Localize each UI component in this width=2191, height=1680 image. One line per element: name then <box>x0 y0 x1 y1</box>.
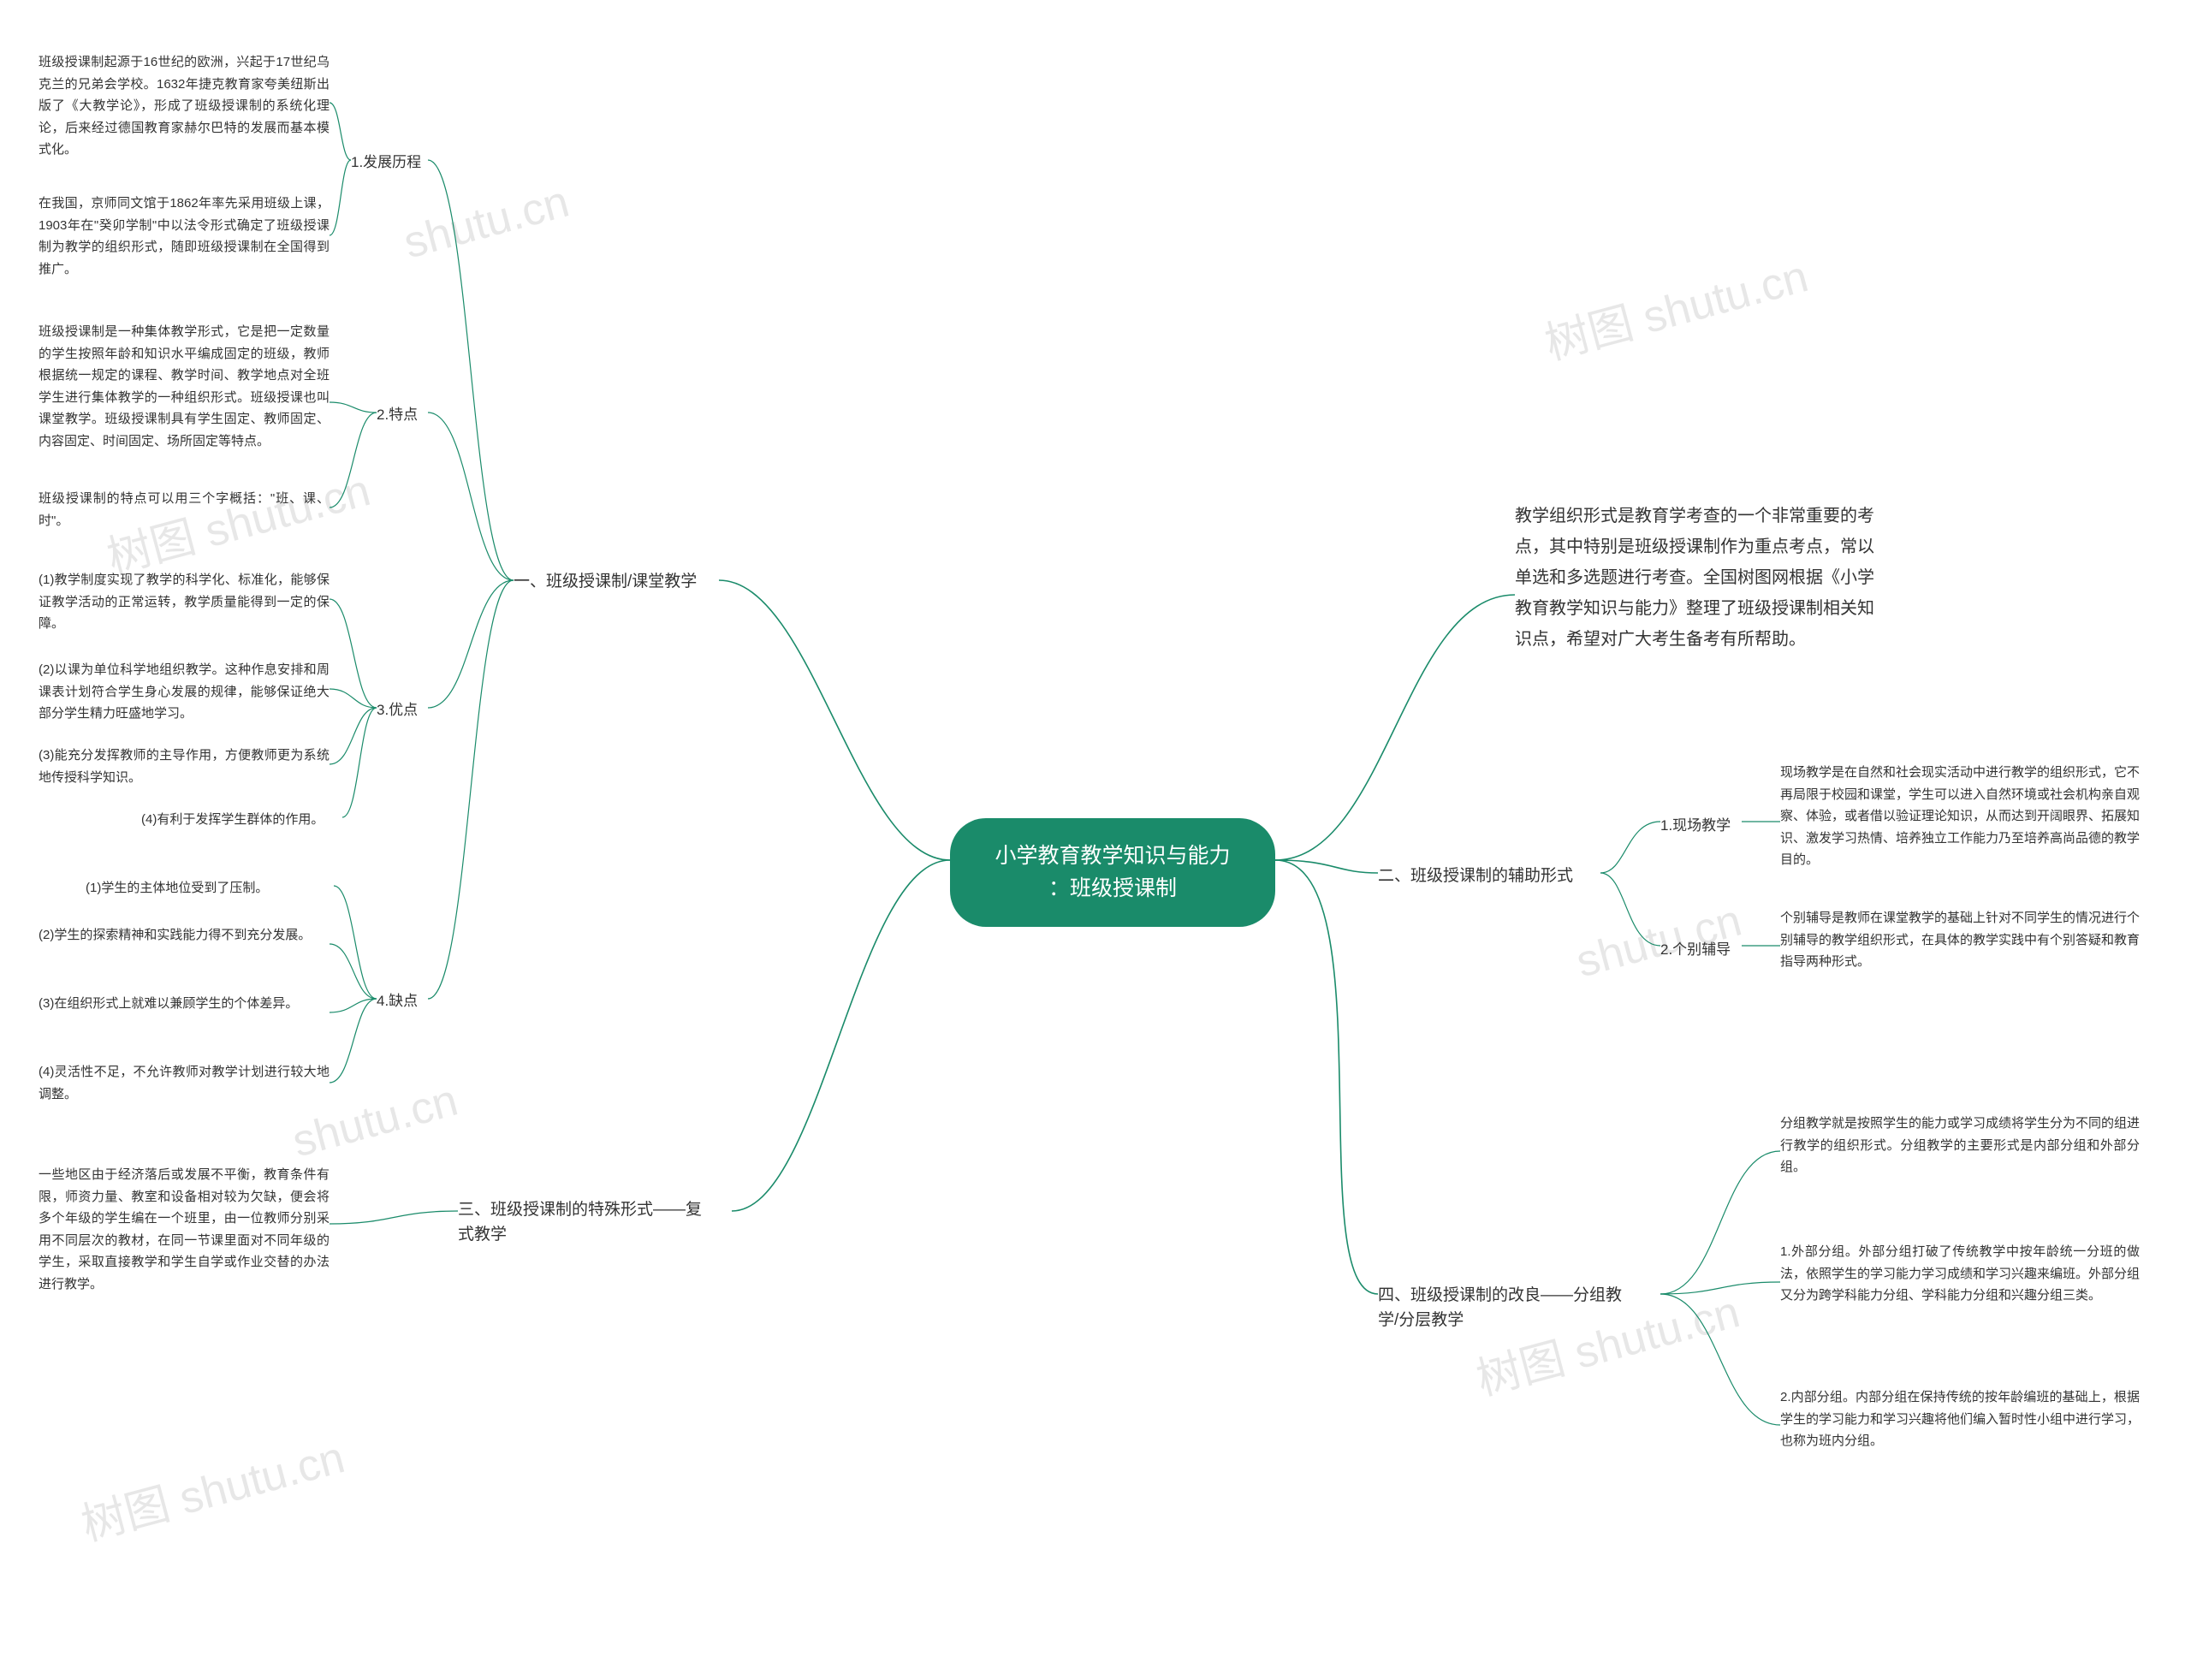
leaf-adv-4: (4)有利于发挥学生群体的作用。 <box>141 809 347 831</box>
leaf-dis-3: (3)在组织形式上就难以兼顾学生的个体差异。 <box>39 993 330 1015</box>
sub-advantages: 3.优点 <box>377 698 418 719</box>
leaf-features-2: 班级授课制的特点可以用三个字概括："班、课、时"。 <box>39 488 330 531</box>
leaf-adv-1: (1)教学制度实现了教学的科学化、标准化，能够保证教学活动的正常运转，教学质量能… <box>39 569 330 635</box>
leaf-history-1: 班级授课制起源于16世纪的欧洲，兴起于17世纪乌克兰的兄弟会学校。1632年捷克… <box>39 51 330 161</box>
sub-history: 1.发展历程 <box>351 150 421 171</box>
center-topic: 小学教育教学知识与能力 ：班级授课制 <box>950 818 1275 927</box>
branch-multigrade-teaching: 三、班级授课制的特殊形式——复 式教学 <box>458 1198 732 1247</box>
leaf-dis-1: (1)学生的主体地位受到了压制。 <box>86 877 334 899</box>
leaf-dis-4: (4)灵活性不足，不允许教师对教学计划进行较大地调整。 <box>39 1061 330 1105</box>
watermark: shutu.cn <box>399 176 574 270</box>
leaf-individual-tutoring: 个别辅导是教师在课堂教学的基础上针对不同学生的情况进行个别辅导的教学组织形式，在… <box>1780 907 2140 973</box>
leaf-adv-3: (3)能充分发挥教师的主导作用，方便教师更为系统地传授科学知识。 <box>39 745 330 788</box>
leaf-internal-group: 2.内部分组。内部分组在保持传统的按年龄编班的基础上，根据学生的学习能力和学习兴… <box>1780 1386 2140 1452</box>
sub-features: 2.特点 <box>377 402 418 424</box>
branch-auxiliary-forms: 二、班级授课制的辅助形式 <box>1378 864 1573 889</box>
leaf-multigrade: 一些地区由于经济落后或发展不平衡，教育条件有限，师资力量、教室和设备相对较为欠缺… <box>39 1164 330 1295</box>
center-topic-text: 小学教育教学知识与能力 ：班级授课制 <box>995 844 1230 900</box>
sub-disadvantages: 4.缺点 <box>377 988 418 1010</box>
leaf-dis-2: (2)学生的探索精神和实践能力得不到充分发展。 <box>39 924 330 947</box>
watermark: 树图 shutu.cn <box>1537 240 1814 372</box>
intro-text: 教学组织形式是教育学考查的一个非常重要的考点，其中特别是班级授课制作为重点考点，… <box>1515 501 1874 655</box>
branch-group-teaching: 四、班级授课制的改良——分组教 学/分层教学 <box>1378 1284 1660 1333</box>
sub-onsite-teaching: 1.现场教学 <box>1660 813 1731 834</box>
leaf-history-2: 在我国，京师同文馆于1862年率先采用班级上课，1903年在"癸卯学制"中以法令… <box>39 193 330 280</box>
sub-individual-tutoring: 2.个别辅导 <box>1660 937 1731 959</box>
leaf-features-1: 班级授课制是一种集体教学形式，它是把一定数量的学生按照年龄和知识水平编成固定的班… <box>39 321 330 452</box>
leaf-group-intro: 分组教学就是按照学生的能力或学习成绩将学生分为不同的组进行教学的组织形式。分组教… <box>1780 1113 2140 1178</box>
branch-class-teaching: 一、班级授课制/课堂教学 <box>514 570 697 595</box>
leaf-external-group: 1.外部分组。外部分组打破了传统教学中按年龄统一分班的做法，依照学生的学习能力学… <box>1780 1241 2140 1307</box>
leaf-onsite-teaching: 现场教学是在自然和社会现实活动中进行教学的组织形式，它不再局限于校园和课堂，学生… <box>1780 762 2140 871</box>
watermark: 树图 shutu.cn <box>74 1422 351 1553</box>
leaf-adv-2: (2)以课为单位科学地组织教学。这种作息安排和周课表计划符合学生身心发展的规律，… <box>39 659 330 725</box>
